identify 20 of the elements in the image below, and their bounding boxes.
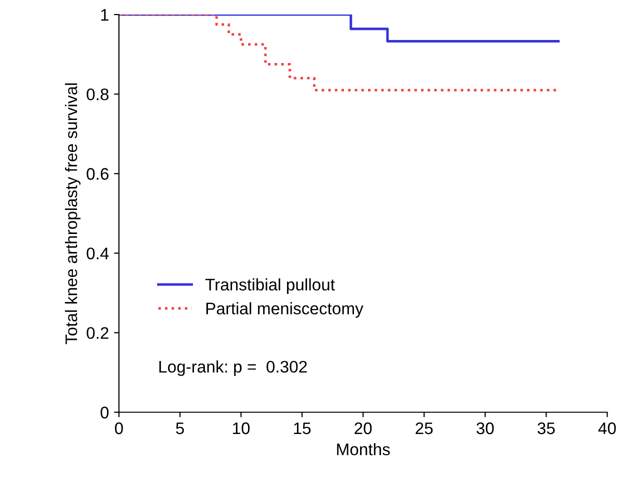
annotation: Log-rank: p = 0.302 [159, 360, 307, 376]
x-tick-label: 25 [416, 422, 433, 434]
y-tick-label: 0.2 [86, 327, 108, 339]
x-tick-label: 5 [176, 422, 184, 434]
y-tick-label: 0.6 [86, 168, 108, 180]
y-tick-label: 0 [100, 406, 109, 418]
legend-label: Transtibial pullout [205, 278, 335, 294]
y-tick-label: 1 [101, 9, 108, 21]
x-tick-label: 20 [354, 422, 372, 434]
x-tick-label: 35 [538, 422, 555, 434]
y-axis-title: Total knee arthroplasty free survival [64, 83, 80, 344]
x-tick-label: 0 [114, 422, 123, 434]
y-tick-label: 0.4 [86, 248, 109, 260]
x-tick-label: 40 [598, 422, 616, 434]
x-tick-label: 15 [294, 422, 311, 434]
x-tick-label: 10 [233, 422, 250, 434]
legend-label: Partial meniscectomy [206, 302, 364, 318]
x-tick-label: 30 [476, 422, 494, 434]
y-tick-label: 0.8 [86, 88, 108, 100]
x-axis-title: Months [337, 443, 390, 456]
